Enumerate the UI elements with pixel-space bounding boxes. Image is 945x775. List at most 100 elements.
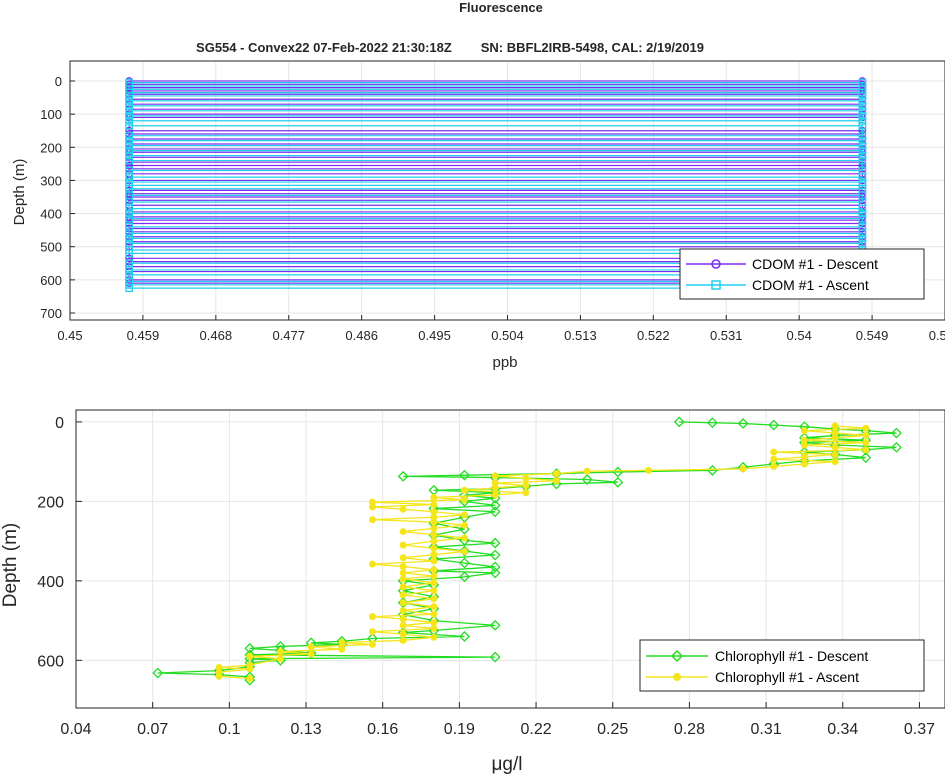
chlorophyll-descent-point (397, 470, 409, 482)
chlorophyll-ascent-point (831, 429, 839, 437)
chlorophyll-ascent-point (307, 650, 315, 658)
chlorophyll-ascent-point (430, 537, 438, 545)
chlorophyll-xtick-label: 0.34 (827, 721, 858, 738)
chlorophyll-ylabel: Depth (m) (0, 523, 21, 607)
chlorophyll-ascent-point (522, 489, 530, 497)
cdom-ticks: 0.45 0.459 0.468 0.477 0.486 0.495 0.504 0.513 0… (40, 74, 945, 343)
cdom-ascent-point (125, 249, 133, 258)
cdom-ytick-label: 300 (40, 173, 62, 188)
cdom-xlabel: ppb (492, 354, 517, 371)
chlorophyll-ascent-point (399, 569, 407, 577)
chlorophyll-xtick-label: 0.13 (290, 721, 321, 738)
chlorophyll-ascent-point (862, 424, 870, 432)
chlorophyll-ytick-label: 200 (37, 494, 64, 511)
chlorophyll-ascent-point (399, 541, 407, 549)
chlorophyll-ascent-point (368, 640, 376, 648)
chlorophyll-ascent-point (522, 474, 530, 482)
chlorophyll-descent-point (459, 545, 470, 557)
chlorophyll-ascent-series (215, 422, 870, 683)
chlorophyll-descent-point (489, 561, 501, 573)
chlorophyll-ascent-point (399, 591, 407, 599)
chlorophyll-ascent-point (491, 479, 499, 487)
cdom-ascent-point (125, 209, 133, 218)
chlorophyll-descent-point (581, 474, 593, 485)
chlorophyll-ascent-point (430, 566, 438, 574)
chlorophyll-descent-point (489, 651, 501, 663)
cdom-ascent-point (858, 106, 867, 115)
chlorophyll-descent-point (489, 549, 501, 561)
cdom-ascent-point (125, 121, 133, 130)
cdom-ascent-point (125, 156, 133, 165)
cdom-xtick-label: 0.504 (491, 328, 524, 343)
chlorophyll-ascent-point (430, 579, 438, 587)
cdom-ascent-point (125, 204, 133, 213)
cdom-ascent-point (858, 121, 867, 130)
cdom-legend-descent-marker (711, 259, 721, 269)
chlorophyll-ascent-point (770, 455, 778, 463)
cdom-ytick-label: 100 (40, 107, 62, 122)
chlorophyll-series (152, 416, 902, 686)
chlorophyll-descent-point (737, 418, 749, 429)
cdom-legend: CDOM #1 - Descent CDOM #1 - Ascent (679, 248, 925, 300)
chlorophyll-legend: Chlorophyll #1 - Descent Chlorophyll #1 … (639, 639, 925, 692)
chlorophyll-ascent-point (460, 534, 468, 542)
chlorophyll-ascent-point (368, 613, 376, 621)
cdom-ascent-point (858, 214, 867, 223)
cdom-ascent-point (858, 204, 867, 213)
chlorophyll-chart: 0.04 0.07 0.1 0.13 0.16 0.19 0.22 0.25 0.28 0.31 0… (0, 409, 945, 775)
chlorophyll-ascent-point (399, 554, 407, 562)
chlorophyll-ascent-point (399, 575, 407, 583)
chlorophyll-ytick-label: 0 (55, 415, 64, 432)
chlorophyll-descent-point (305, 647, 317, 659)
chlorophyll-descent-point (459, 469, 470, 481)
cdom-ytick-label: 400 (40, 207, 62, 222)
cdom-xtick-label: 0.459 (127, 328, 160, 343)
chlorophyll-legend-box (639, 639, 925, 692)
chlorophyll-descent-point (459, 557, 470, 569)
cdom-ascent-point (858, 146, 867, 155)
chlorophyll-ascent-point (430, 595, 438, 603)
cdom-xtick-label: 0.531 (710, 328, 743, 343)
cdom-ascent-point (125, 136, 133, 145)
cdom-legend-box (679, 248, 925, 300)
cdom-xtick-label: 0.513 (564, 328, 597, 343)
cdom-ascent-point (125, 92, 133, 100)
cdom-ascent-point (125, 131, 133, 140)
chlorophyll-descent-point (891, 441, 902, 453)
chlorophyll-descent-point (489, 619, 501, 631)
cdom-ascent-point (125, 111, 133, 120)
chlorophyll-ascent-point (862, 439, 870, 447)
cdom-ylabel: Depth (m) (11, 159, 28, 226)
chlorophyll-ascent-point (460, 511, 468, 519)
chlorophyll-ascent-point (491, 491, 499, 499)
cdom-ascent-point (858, 156, 867, 165)
chlorophyll-ascent-point (831, 451, 839, 459)
cdom-ascent-point (858, 141, 867, 150)
chlorophyll-ascent-point (430, 493, 438, 501)
chlorophyll-ascent-point (399, 621, 407, 629)
cdom-ascent-point (125, 173, 133, 181)
figure-title: Fluorescence (459, 0, 543, 15)
chlorophyll-legend-ascent-label: Chlorophyll #1 - Ascent (715, 669, 859, 685)
cdom-ytick-label: 600 (40, 273, 62, 288)
chlorophyll-ascent-point (430, 508, 438, 516)
chlorophyll-ascent-point (430, 633, 438, 641)
chlorophyll-ascent-point (430, 625, 438, 633)
chlorophyll-ascent-point (430, 610, 438, 618)
chlorophyll-descent-point (489, 567, 501, 579)
cdom-legend-ascent-label: CDOM #1 - Ascent (752, 277, 869, 293)
chlorophyll-ascent-point (338, 638, 346, 646)
chlorophyll-ascent-point (430, 524, 438, 532)
cdom-ytick-label: 200 (40, 140, 62, 155)
chlorophyll-descent-point (489, 506, 501, 518)
cdom-descent-point (125, 161, 133, 170)
cdom-legend-ascent-marker (711, 280, 721, 290)
chlorophyll-ascent-point (770, 448, 778, 456)
cdom-ascent-point (858, 92, 867, 100)
cdom-ytick-label: 500 (40, 240, 62, 255)
chlorophyll-xtick-label: 0.1 (218, 721, 240, 738)
chlorophyll-plot-border (75, 409, 945, 709)
chlorophyll-legend-ascent-marker (673, 673, 681, 681)
cdom-descent-point (125, 126, 133, 135)
